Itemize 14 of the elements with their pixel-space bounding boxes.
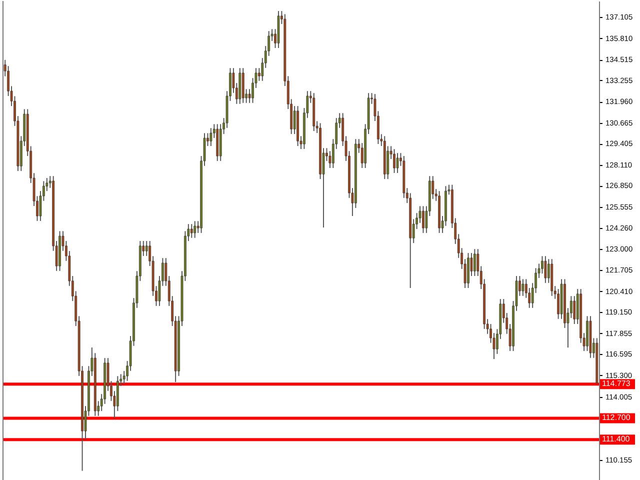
- candlestick: [573, 296, 576, 325]
- ref-line-label: 114.773: [602, 379, 631, 388]
- candlestick: [190, 224, 193, 238]
- ref-line-label: 111.400: [602, 434, 630, 444]
- candlestick: [393, 148, 396, 174]
- candlestick: [522, 278, 524, 296]
- candlestick: [473, 248, 476, 277]
- candlestick: [210, 128, 212, 146]
- candlestick: [422, 206, 424, 234]
- candlestick: [544, 256, 547, 284]
- candlestick: [194, 220, 196, 238]
- candlestick: [396, 152, 399, 174]
- ref-line-label: 112.700: [602, 413, 631, 422]
- candlestick: [541, 256, 544, 274]
